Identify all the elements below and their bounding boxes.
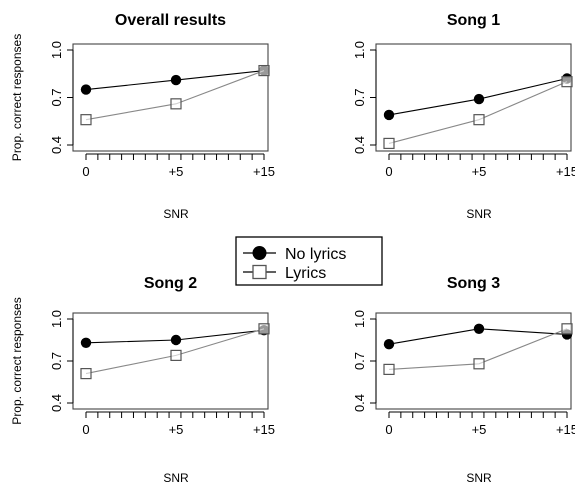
chart-panel: Overall results 0.4 0.7 1.0 0 +5 +15 SNR Prop. c… — [10, 12, 275, 221]
x-tick-label: +5 — [472, 422, 487, 437]
data-point-no-lyrics — [80, 84, 92, 95]
data-point-no-lyrics — [473, 323, 485, 334]
data-point-no-lyrics — [170, 334, 182, 346]
y-axis-label: Prop. correct responses — [10, 297, 24, 424]
data-point-lyrics — [80, 114, 92, 126]
legend-no-lyrics-marker — [252, 246, 267, 260]
data-point-lyrics — [561, 323, 573, 335]
x-tick-label: 0 — [385, 164, 392, 179]
x-tick-label: +15 — [556, 422, 575, 437]
x-tick-label: 0 — [385, 422, 392, 437]
chart-title: Song 2 — [144, 275, 197, 292]
x-tick-label: +5 — [472, 164, 487, 179]
data-point-lyrics — [383, 137, 395, 150]
data-point-lyrics — [258, 323, 270, 335]
x-tick-label: +15 — [556, 164, 575, 179]
legend: No lyrics Lyrics — [235, 236, 383, 286]
data-point-no-lyrics — [80, 337, 92, 348]
data-point-lyrics — [473, 358, 485, 370]
data-point-lyrics — [561, 76, 573, 88]
y-tick-label: 0.4 — [352, 136, 367, 154]
y-tick-label: 1.0 — [352, 310, 367, 328]
plot-box — [72, 43, 269, 152]
legend-no-lyrics-label: No lyrics — [285, 246, 346, 263]
y-tick-label: 0.7 — [49, 352, 64, 370]
chart-panel: Song 2 0.4 0.7 1.0 0 +5 +15 SNR Prop. correct re… — [10, 275, 275, 485]
data-point-lyrics — [383, 363, 395, 375]
x-tick-label: +15 — [253, 422, 275, 437]
chart-title: Song 3 — [447, 275, 500, 292]
y-tick-label: 0.7 — [352, 88, 367, 106]
x-tick-label: 0 — [82, 422, 89, 437]
chart-title: Song 1 — [447, 12, 500, 29]
data-point-no-lyrics — [383, 339, 395, 350]
legend-lyrics-label: Lyrics — [285, 265, 326, 282]
chart-title: Overall results — [115, 12, 226, 29]
y-tick-label: 1.0 — [352, 41, 367, 59]
data-point-no-lyrics — [473, 93, 485, 105]
x-axis-label: SNR — [163, 471, 189, 485]
x-axis-label: SNR — [466, 207, 492, 221]
x-tick-label: +15 — [253, 164, 275, 179]
y-tick-label: 0.7 — [49, 88, 64, 106]
y-tick-label: 0.7 — [352, 352, 367, 370]
x-tick-label: 0 — [82, 164, 89, 179]
data-point-no-lyrics — [383, 109, 395, 121]
data-point-lyrics — [80, 368, 92, 380]
y-axis-label: Prop. correct responses — [10, 34, 24, 161]
legend-lyrics-marker — [252, 264, 267, 280]
data-point-lyrics — [473, 114, 485, 126]
y-tick-label: 0.4 — [49, 136, 64, 154]
x-axis-label: SNR — [163, 207, 189, 221]
y-tick-label: 0.4 — [352, 394, 367, 412]
chart-panel: Song 1 0.4 0.7 1.0 0 +5 +15 SNR — [352, 12, 575, 221]
x-axis-label: SNR — [466, 471, 492, 485]
chart-panel: Song 3 0.4 0.7 1.0 0 +5 +15 SNR — [352, 275, 575, 485]
plot-box — [375, 43, 572, 152]
y-tick-label: 1.0 — [49, 41, 64, 59]
x-tick-label: +5 — [169, 422, 184, 437]
data-point-lyrics — [258, 64, 270, 77]
plot-box — [72, 312, 269, 410]
y-tick-label: 1.0 — [49, 310, 64, 328]
y-tick-label: 0.4 — [49, 394, 64, 412]
data-point-lyrics — [170, 98, 182, 110]
chart-panels: Overall results 0.4 0.7 1.0 0 +5 +15 SNR Prop. c… — [10, 12, 575, 485]
data-point-no-lyrics — [170, 74, 182, 86]
series-line-lyrics — [388, 81, 568, 144]
data-point-lyrics — [170, 349, 182, 361]
x-tick-label: +5 — [169, 164, 184, 179]
